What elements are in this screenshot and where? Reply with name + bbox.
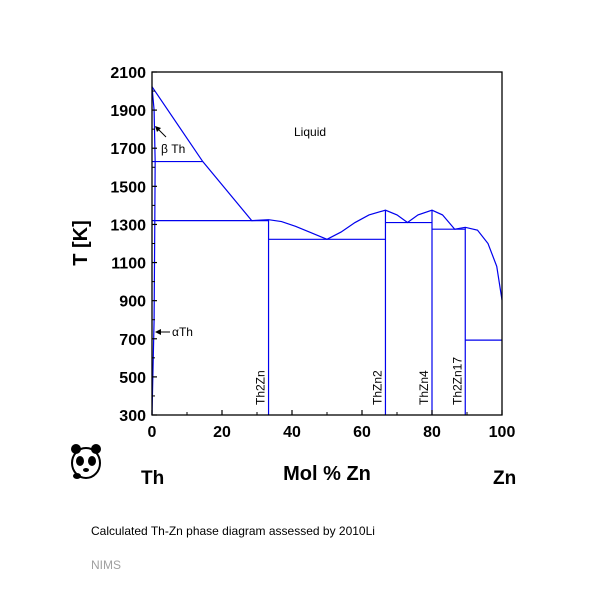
y-tick-label: 500 [119, 370, 146, 387]
y-tick-label: 1700 [110, 141, 146, 158]
x-tick-label: 40 [283, 424, 301, 441]
logo-panda [71, 444, 101, 479]
left-element-label: Th [141, 468, 164, 489]
alpha-th-label: αTh [172, 325, 193, 339]
th-solvus-line [151, 86, 156, 416]
y-tick-label: 1300 [110, 217, 146, 234]
right-element-label: Zn [493, 468, 516, 489]
liquid-label: Liquid [294, 125, 326, 139]
x-tick-label: 60 [353, 424, 371, 441]
compound-label: ThZn2 [370, 370, 384, 405]
y-tick-label: 900 [119, 294, 146, 311]
x-axis-title: Mol % Zn [283, 463, 371, 485]
y-tick-label: 1500 [110, 179, 146, 196]
x-tick-label: 20 [213, 424, 231, 441]
compound-label: ThZn4 [417, 370, 431, 405]
x-tick-label: 0 [148, 424, 157, 441]
compound-label: Th2Zn [254, 370, 268, 405]
source-label: NIMS [91, 558, 121, 572]
beta-arrow-head [155, 126, 161, 132]
y-tick-label: 1100 [111, 256, 146, 273]
alpha-arrow-head [155, 329, 161, 335]
figure-caption: Calculated Th-Zn phase diagram assessed … [91, 524, 375, 538]
y-tick-label: 2100 [110, 65, 146, 82]
liquidus-line [151, 86, 503, 301]
x-tick-label: 80 [423, 424, 441, 441]
compound-label: Th2Zn17 [450, 357, 464, 405]
beta-th-label: β Th [161, 142, 185, 156]
y-tick-label: 700 [119, 332, 146, 349]
y-axis-title: T [K] [70, 220, 92, 266]
y-tick-label: 1900 [110, 103, 146, 120]
x-tick-label: 100 [489, 424, 516, 441]
y-tick-label: 300 [119, 408, 146, 425]
